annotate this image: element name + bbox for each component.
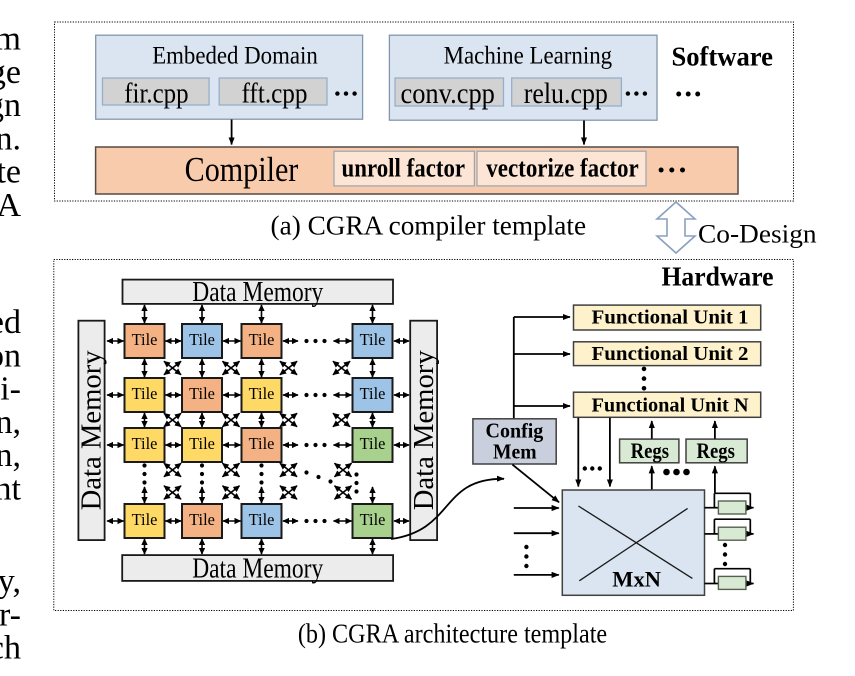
svg-text:Software: Software [671,41,773,71]
svg-text:vectorize factor: vectorize factor [486,154,638,183]
svg-text:m: m [0,21,21,58]
svg-text:Tile: Tile [132,330,158,349]
svg-text:on: on [0,337,21,374]
svg-text:y,: y, [0,563,21,600]
svg-text:n,: n, [0,437,21,474]
svg-text:Data Memory: Data Memory [77,350,108,510]
svg-text:Functional Unit 2: Functional Unit 2 [592,343,749,365]
svg-text:Data Memory: Data Memory [409,350,440,510]
svg-text:Tile: Tile [189,384,215,403]
svg-text:Regs: Regs [697,438,736,463]
svg-text:(a) CGRA compiler template: (a) CGRA compiler template [271,210,587,240]
svg-text:Tile: Tile [132,510,158,529]
svg-text:Tile: Tile [189,330,215,349]
svg-text:Tile: Tile [249,510,275,529]
svg-text:ed: ed [0,304,21,341]
svg-text:unroll factor: unroll factor [342,154,466,183]
svg-text:Hardware: Hardware [662,262,774,292]
svg-text:r-: r- [0,596,21,633]
svg-text:Functional Unit 1: Functional Unit 1 [592,306,749,328]
svg-text:nt: nt [0,471,22,508]
svg-text:Regs: Regs [631,438,670,463]
svg-text:MxN: MxN [612,567,661,592]
svg-text:A: A [0,187,21,224]
svg-text:Tile: Tile [360,330,386,349]
svg-text:i-: i- [0,371,21,408]
svg-text:n.: n. [0,120,21,157]
svg-text:Functional Unit N: Functional Unit N [592,394,749,416]
svg-text:Tile: Tile [249,434,275,453]
svg-text:fft.cpp: fft.cpp [242,78,308,110]
svg-text:Tile: Tile [360,384,386,403]
svg-text:gn: gn [0,87,21,124]
svg-text:Tile: Tile [132,434,158,453]
svg-text:Mem: Mem [493,440,537,464]
svg-text:Machine Learning: Machine Learning [444,42,613,69]
svg-text:(b) CGRA architecture template: (b) CGRA architecture template [298,619,607,649]
svg-text:Tile: Tile [132,384,158,403]
svg-text:Co-Design: Co-Design [698,220,817,249]
svg-text:ch: ch [0,630,21,667]
svg-text:Embeded Domain: Embeded Domain [152,42,318,69]
svg-text:Tile: Tile [189,510,215,529]
svg-text:Data Memory: Data Memory [192,554,323,585]
svg-text:relu.cpp: relu.cpp [524,77,608,110]
svg-text:Tile: Tile [360,434,386,453]
svg-text:te: te [0,154,21,191]
svg-text:conv.cpp: conv.cpp [401,77,495,110]
svg-text:Tile: Tile [249,384,275,403]
svg-text:Tile: Tile [189,434,215,453]
svg-text:Compiler: Compiler [185,150,299,189]
svg-text:fir.cpp: fir.cpp [124,78,188,110]
svg-text:n,: n, [0,404,21,441]
svg-text:ge: ge [0,54,21,91]
svg-text:Tile: Tile [360,510,386,529]
svg-text:Data Memory: Data Memory [192,277,323,308]
svg-text:Config: Config [486,419,544,443]
svg-text:Tile: Tile [249,330,275,349]
